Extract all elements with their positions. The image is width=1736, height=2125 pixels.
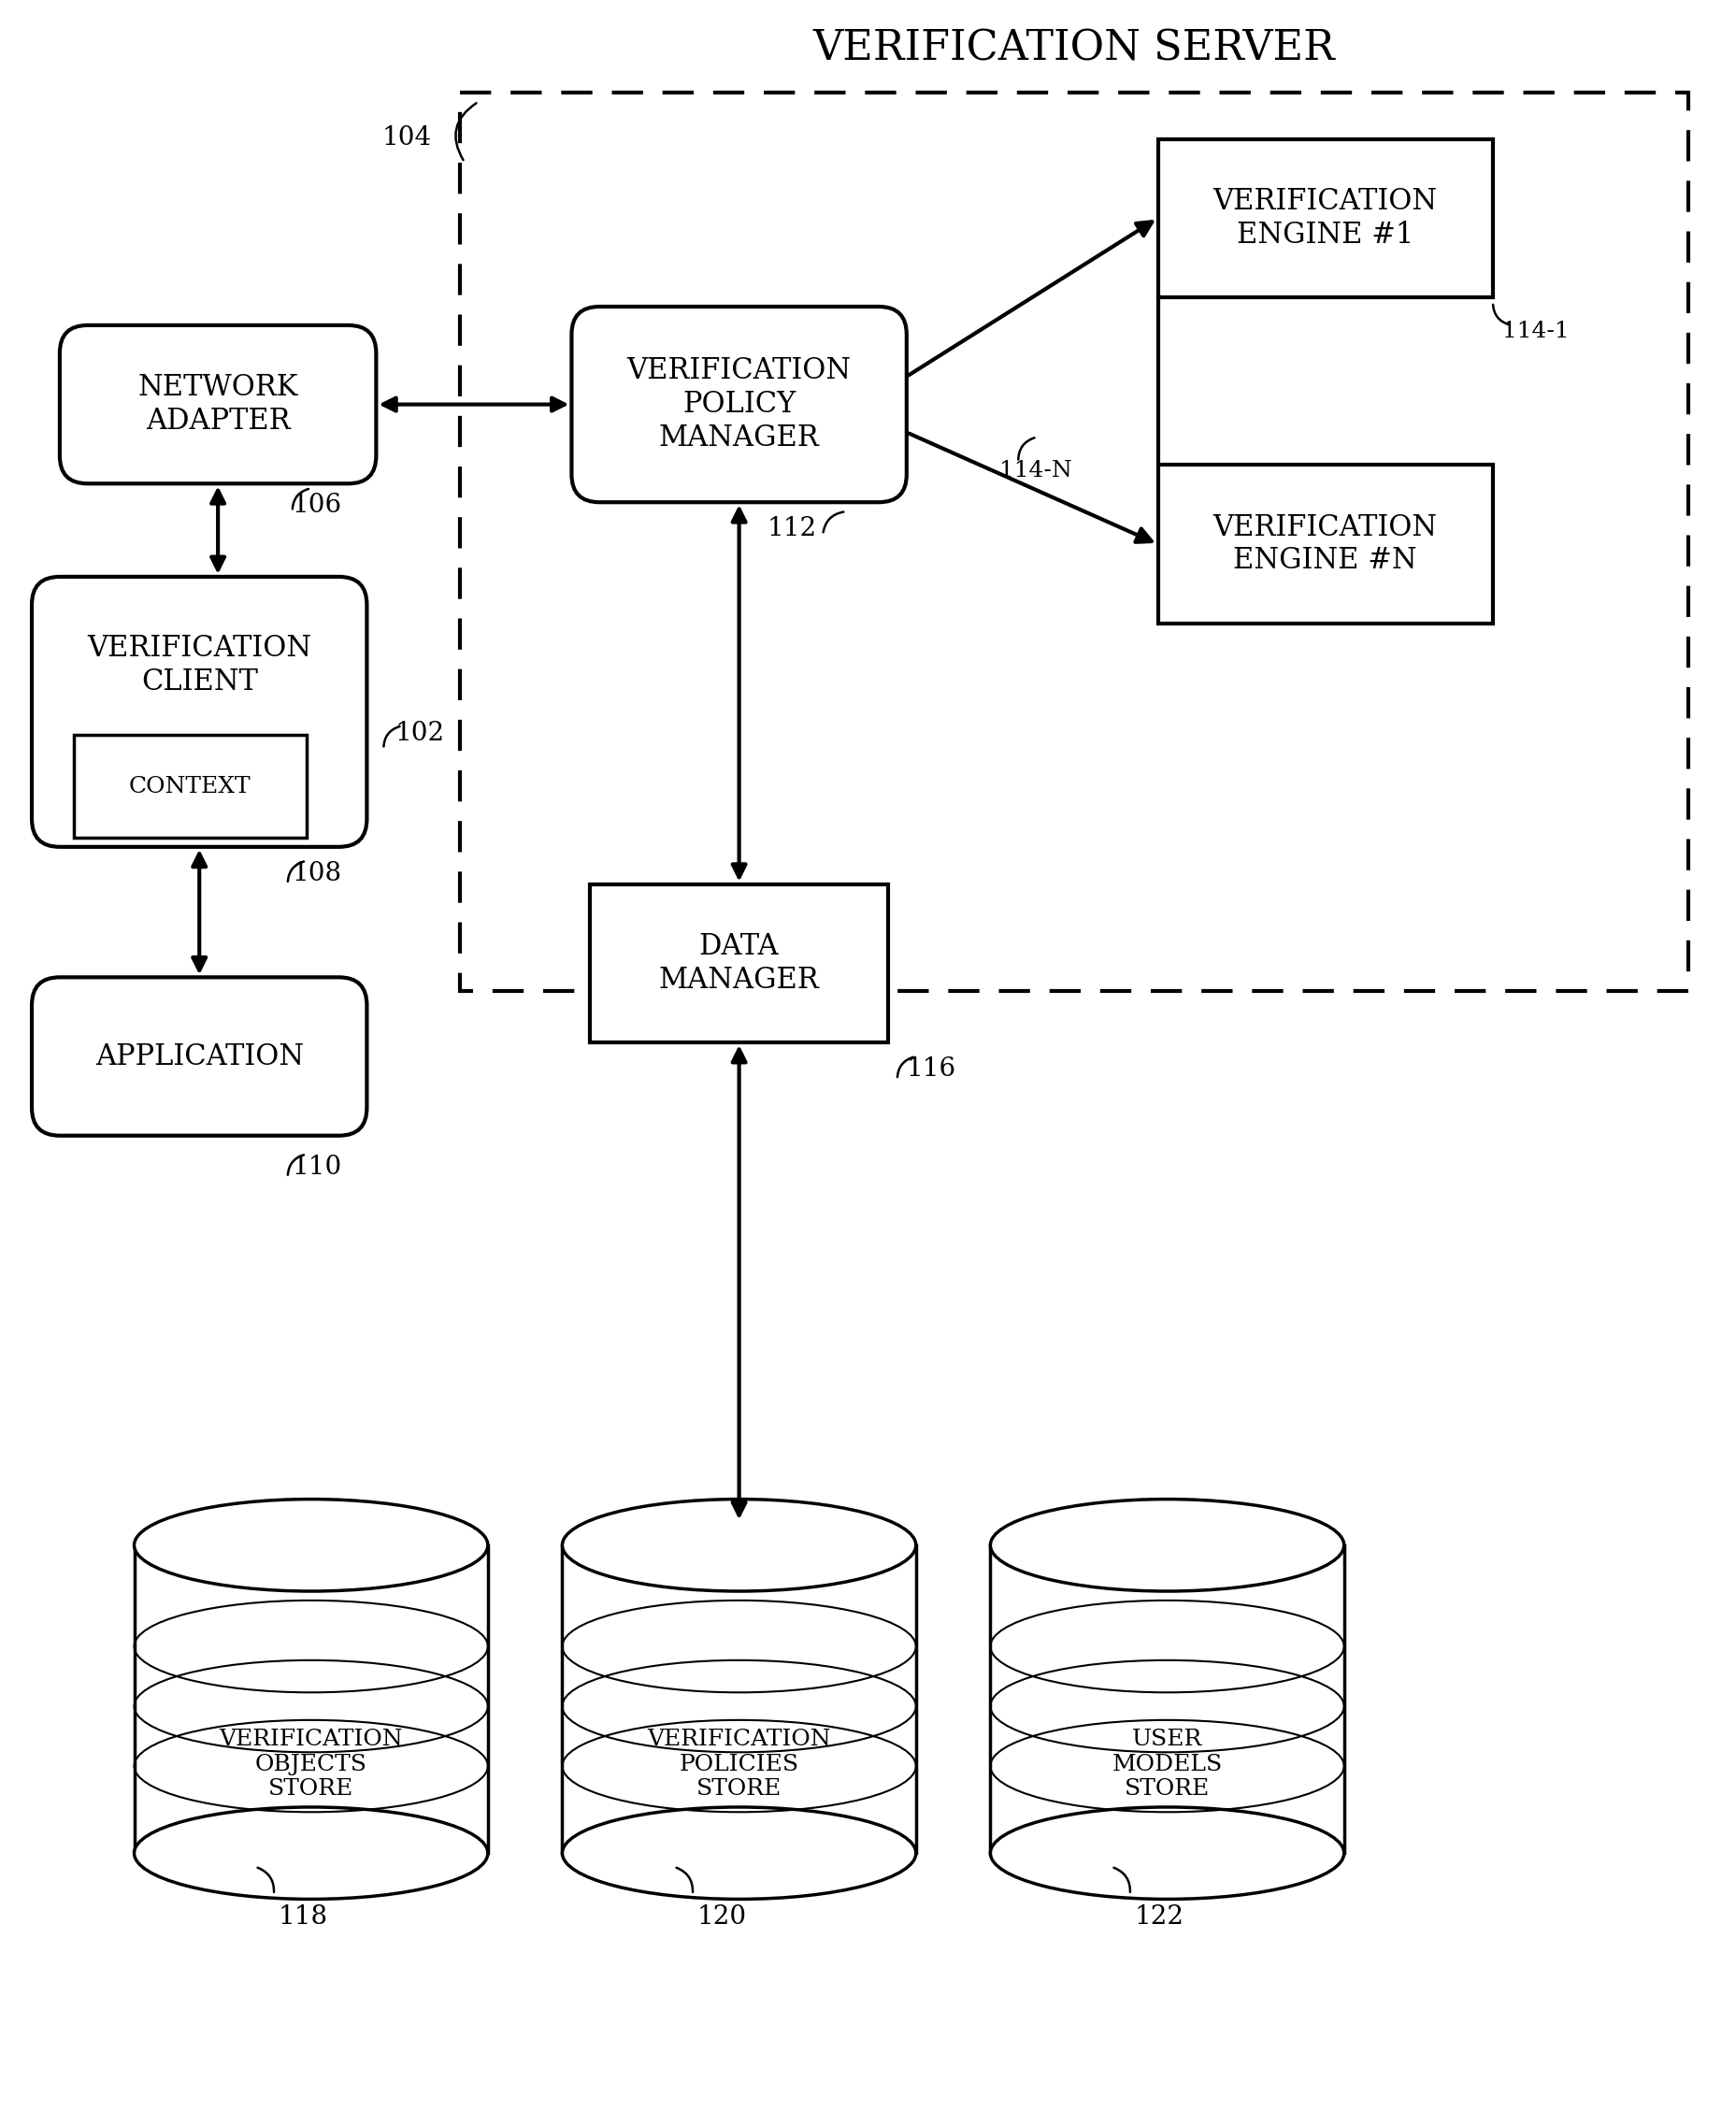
Text: VERIFICATION
POLICIES
STORE: VERIFICATION POLICIES STORE xyxy=(648,1730,830,1800)
Text: 102: 102 xyxy=(394,720,444,746)
Text: 112: 112 xyxy=(767,516,816,542)
Text: 114-1: 114-1 xyxy=(1502,321,1568,342)
FancyBboxPatch shape xyxy=(31,576,366,848)
Bar xyxy=(1158,465,1493,623)
Text: VERIFICATION
CLIENT: VERIFICATION CLIENT xyxy=(87,633,311,697)
FancyBboxPatch shape xyxy=(571,306,906,501)
Text: VERIFICATION
POLICY
MANAGER: VERIFICATION POLICY MANAGER xyxy=(627,357,851,453)
Ellipse shape xyxy=(562,1806,915,1900)
Text: 122: 122 xyxy=(1134,1904,1184,1930)
Text: VERIFICATION
OBJECTS
STORE: VERIFICATION OBJECTS STORE xyxy=(219,1730,403,1800)
Text: 120: 120 xyxy=(696,1904,746,1930)
Text: VERIFICATION
ENGINE #N: VERIFICATION ENGINE #N xyxy=(1212,512,1437,576)
Ellipse shape xyxy=(134,1498,488,1592)
Bar xyxy=(460,91,1687,990)
FancyBboxPatch shape xyxy=(31,978,366,1135)
FancyBboxPatch shape xyxy=(59,325,377,484)
Ellipse shape xyxy=(990,1498,1344,1592)
Text: 108: 108 xyxy=(292,861,342,886)
Text: 116: 116 xyxy=(906,1056,957,1082)
Bar xyxy=(990,1545,1344,1853)
Text: 118: 118 xyxy=(278,1904,328,1930)
Text: 104: 104 xyxy=(382,125,432,151)
Bar xyxy=(134,1545,488,1853)
Text: VERIFICATION
ENGINE #1: VERIFICATION ENGINE #1 xyxy=(1212,187,1437,249)
Text: APPLICATION: APPLICATION xyxy=(95,1041,304,1071)
Ellipse shape xyxy=(562,1498,915,1592)
Ellipse shape xyxy=(990,1806,1344,1900)
Ellipse shape xyxy=(134,1806,488,1900)
Text: VERIFICATION SERVER: VERIFICATION SERVER xyxy=(812,28,1335,68)
Bar xyxy=(1158,138,1493,298)
Bar xyxy=(590,884,887,1043)
Text: NETWORK
ADAPTER: NETWORK ADAPTER xyxy=(137,374,299,436)
Text: 110: 110 xyxy=(292,1154,342,1179)
Bar xyxy=(73,735,306,837)
Text: CONTEXT: CONTEXT xyxy=(128,776,252,797)
Text: USER
MODELS
STORE: USER MODELS STORE xyxy=(1111,1730,1222,1800)
Text: 114-N: 114-N xyxy=(1000,461,1071,482)
Text: DATA
MANAGER: DATA MANAGER xyxy=(658,933,819,995)
Bar xyxy=(562,1545,915,1853)
Text: 106: 106 xyxy=(292,493,342,518)
